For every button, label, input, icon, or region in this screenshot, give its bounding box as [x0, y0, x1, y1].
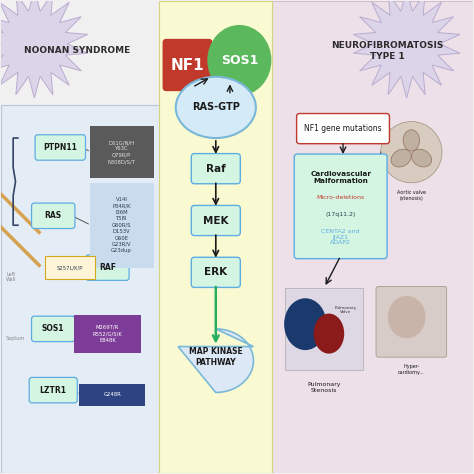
Text: MEK: MEK	[203, 216, 228, 226]
Text: Hyper-
cardiomy...: Hyper- cardiomy...	[398, 364, 425, 375]
Text: RAF: RAF	[99, 263, 116, 272]
FancyBboxPatch shape	[32, 316, 75, 342]
Text: CENTA2 and
JJAZ1
ADAP2: CENTA2 and JJAZ1 ADAP2	[321, 228, 360, 246]
Text: LZTR1: LZTR1	[40, 386, 67, 395]
FancyBboxPatch shape	[90, 182, 154, 268]
Text: SOS1: SOS1	[221, 54, 258, 67]
Polygon shape	[0, 0, 88, 98]
Text: RAS-GTP: RAS-GTP	[192, 102, 240, 112]
Ellipse shape	[314, 314, 344, 354]
Ellipse shape	[176, 77, 256, 138]
Bar	[159, 1, 273, 473]
Ellipse shape	[207, 25, 272, 96]
Text: Septum: Septum	[6, 336, 25, 341]
FancyBboxPatch shape	[191, 154, 240, 184]
Text: Micro-deletions: Micro-deletions	[317, 195, 365, 201]
Text: Aortic valve
(stenosis): Aortic valve (stenosis)	[397, 190, 426, 201]
Text: Cardiovascular
Malformation: Cardiovascular Malformation	[310, 171, 371, 184]
Ellipse shape	[284, 298, 327, 350]
FancyBboxPatch shape	[74, 315, 141, 353]
Text: G248R: G248R	[103, 392, 121, 397]
FancyBboxPatch shape	[32, 203, 75, 228]
Circle shape	[381, 121, 442, 183]
Ellipse shape	[403, 130, 419, 151]
Ellipse shape	[388, 296, 426, 338]
Bar	[285, 288, 363, 370]
Text: Pulmonary
Stenosis: Pulmonary Stenosis	[308, 382, 341, 392]
Bar	[1, 105, 273, 473]
FancyBboxPatch shape	[297, 114, 390, 144]
Text: MAP KINASE
PATHWAY: MAP KINASE PATHWAY	[189, 347, 243, 367]
FancyBboxPatch shape	[294, 154, 387, 259]
Text: RAS: RAS	[45, 211, 62, 220]
Text: S257L/K/P: S257L/K/P	[56, 265, 83, 270]
Text: V14I
P34R/K
I36M
T58I
G60R/S
D153V
G60E
G23R/V
G23dup: V14I P34R/K I36M T58I G60R/S D153V G60E …	[111, 197, 132, 253]
FancyBboxPatch shape	[376, 286, 447, 357]
Text: NF1 gene mutations: NF1 gene mutations	[304, 124, 382, 133]
FancyBboxPatch shape	[45, 256, 95, 279]
FancyBboxPatch shape	[79, 383, 146, 406]
Bar	[273, 1, 473, 473]
Text: M269T/R
R552/G/S/K
E848K: M269T/R R552/G/S/K E848K	[92, 325, 122, 343]
Text: D61G/N/H
Y63C
Q79R/P
N308D/S/T: D61G/N/H Y63C Q79R/P N308D/S/T	[108, 140, 136, 164]
FancyBboxPatch shape	[86, 255, 129, 280]
Text: NOONAN SYNDROME: NOONAN SYNDROME	[24, 46, 130, 55]
FancyBboxPatch shape	[163, 39, 212, 91]
Text: Raf: Raf	[206, 164, 226, 173]
Text: Left
Wall: Left Wall	[6, 272, 17, 283]
FancyBboxPatch shape	[90, 126, 154, 178]
Text: SOS1: SOS1	[42, 324, 64, 333]
Polygon shape	[178, 329, 254, 392]
FancyBboxPatch shape	[29, 377, 77, 403]
FancyBboxPatch shape	[191, 205, 240, 236]
Text: NEUROFIBROMATOSIS
TYPE 1: NEUROFIBROMATOSIS TYPE 1	[332, 41, 444, 61]
Text: (17q11.2): (17q11.2)	[326, 212, 356, 218]
FancyBboxPatch shape	[191, 257, 240, 287]
Text: ERK: ERK	[204, 267, 228, 277]
FancyBboxPatch shape	[35, 135, 85, 160]
Polygon shape	[353, 0, 460, 98]
Text: NF1: NF1	[171, 57, 204, 73]
Text: Pulmonary
Valve: Pulmonary Valve	[334, 306, 356, 314]
Text: PTPN11: PTPN11	[43, 143, 77, 152]
Ellipse shape	[411, 149, 432, 167]
Ellipse shape	[391, 149, 411, 167]
